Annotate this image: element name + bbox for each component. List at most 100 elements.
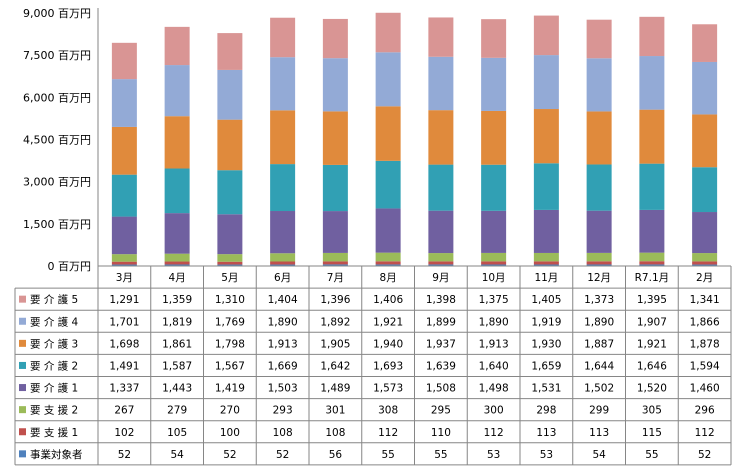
bar-segment xyxy=(375,261,401,265)
bar-segment xyxy=(111,261,137,265)
bar-segment xyxy=(322,264,348,266)
legend-swatch xyxy=(19,384,26,392)
category-label: R7.1月 xyxy=(635,272,670,284)
bar-segment xyxy=(428,164,454,211)
bar-segment xyxy=(639,109,665,164)
category-label: 2月 xyxy=(696,272,713,284)
bar-segment xyxy=(375,208,401,253)
data-label: 1,769 xyxy=(215,316,245,328)
bar-segment xyxy=(586,252,612,262)
bar-segment xyxy=(586,264,612,266)
bar-segment xyxy=(639,252,665,262)
data-label: 1,587 xyxy=(162,360,192,372)
bar-segment xyxy=(533,209,559,253)
data-label: 1,310 xyxy=(215,294,245,306)
data-label: 102 xyxy=(114,427,134,439)
legend-swatch xyxy=(19,295,26,303)
bar-segment xyxy=(586,58,612,112)
data-label: 1,419 xyxy=(215,383,245,395)
y-tick-label: 1,500 百万円 xyxy=(23,218,91,231)
data-label: 108 xyxy=(273,427,293,439)
data-label: 267 xyxy=(114,405,134,417)
data-label: 1,937 xyxy=(426,338,456,350)
data-label: 1,701 xyxy=(109,316,139,328)
data-label: 52 xyxy=(698,449,711,461)
data-label: 1,491 xyxy=(109,360,139,372)
bar-segment xyxy=(164,264,190,266)
data-label: 1,498 xyxy=(479,383,509,395)
bar-segment xyxy=(481,252,507,262)
data-label: 113 xyxy=(589,427,609,439)
bar-segment xyxy=(375,12,401,53)
category-label: 5月 xyxy=(221,272,238,284)
bar-segment xyxy=(164,253,190,262)
data-label: 293 xyxy=(273,405,293,417)
data-label: 1,573 xyxy=(373,383,403,395)
bar-segment xyxy=(322,58,348,112)
data-label: 1,405 xyxy=(531,294,561,306)
bar-segment xyxy=(428,261,454,265)
data-label: 52 xyxy=(118,449,131,461)
data-label: 1,861 xyxy=(162,338,192,350)
data-label: 53 xyxy=(540,449,553,461)
bar-segment xyxy=(481,261,507,265)
bar-segment xyxy=(692,114,718,168)
data-label: 1,567 xyxy=(215,360,245,372)
bar-segment xyxy=(533,252,559,262)
data-label: 299 xyxy=(589,405,609,417)
bar-segment xyxy=(111,216,137,255)
bar-segment xyxy=(586,210,612,253)
data-label: 1,913 xyxy=(479,338,509,350)
bar-segment xyxy=(217,33,243,70)
data-label: 300 xyxy=(484,405,504,417)
bar-segment xyxy=(428,264,454,266)
data-label: 53 xyxy=(487,449,500,461)
data-label: 1,503 xyxy=(268,383,298,395)
bar-segment xyxy=(322,164,348,212)
bar-segment xyxy=(481,57,507,111)
y-tick-label: 0 百万円 xyxy=(48,260,92,273)
category-label: 10月 xyxy=(482,272,506,284)
y-tick-label: 4,500 百万円 xyxy=(23,134,91,147)
bar-segment xyxy=(533,261,559,265)
bar-segment xyxy=(692,167,718,213)
bar-segment xyxy=(533,55,559,110)
category-label: 12月 xyxy=(587,272,611,284)
legend-swatch xyxy=(19,406,26,414)
legend-swatch xyxy=(19,428,26,436)
data-label: 1,291 xyxy=(109,294,139,306)
data-label: 279 xyxy=(167,405,187,417)
bar-segment xyxy=(164,213,190,254)
data-label: 112 xyxy=(378,427,398,439)
bar-segment xyxy=(164,26,190,66)
data-label: 1,395 xyxy=(637,294,667,306)
category-label: 11月 xyxy=(534,272,558,284)
data-label: 1,930 xyxy=(531,338,561,350)
data-label: 1,913 xyxy=(268,338,298,350)
bar-segment xyxy=(270,110,296,165)
category-label: 7月 xyxy=(327,272,344,284)
bar-segment xyxy=(375,52,401,107)
data-label: 296 xyxy=(695,405,715,417)
data-label: 105 xyxy=(167,427,187,439)
bar-segment xyxy=(639,261,665,265)
bar-segment xyxy=(692,212,718,254)
y-tick-label: 3,000 百万円 xyxy=(23,176,91,189)
data-label: 270 xyxy=(220,405,240,417)
bar-segment xyxy=(375,160,401,209)
data-label: 56 xyxy=(329,449,343,461)
category-label: 6月 xyxy=(274,272,291,284)
data-label: 1,919 xyxy=(531,316,561,328)
legend-swatch xyxy=(19,450,26,458)
bar-segment xyxy=(164,116,190,169)
data-label: 1,398 xyxy=(426,294,456,306)
legend-swatch xyxy=(19,317,26,325)
data-label: 1,644 xyxy=(584,360,614,372)
data-label: 1,531 xyxy=(531,383,561,395)
data-label: 1,907 xyxy=(637,316,667,328)
data-label: 1,890 xyxy=(479,316,509,328)
data-label: 1,887 xyxy=(584,338,614,350)
data-label: 1,798 xyxy=(215,338,245,350)
data-label: 305 xyxy=(642,405,662,417)
bar-segment xyxy=(164,261,190,265)
